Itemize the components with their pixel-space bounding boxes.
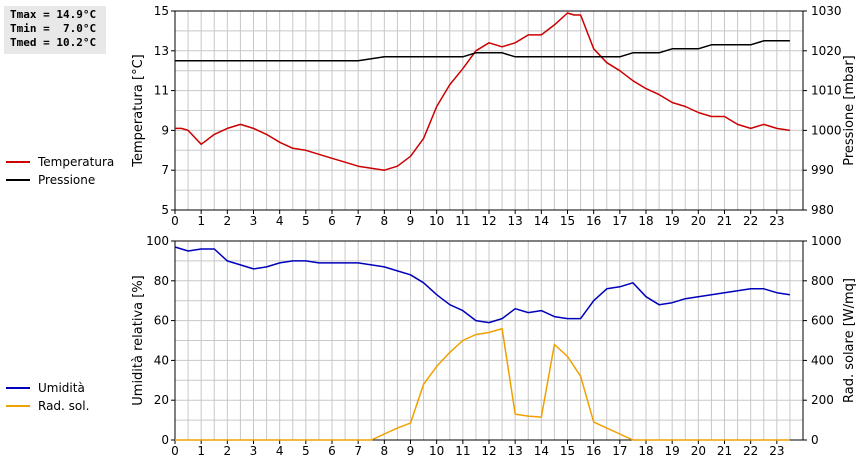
x-tick-label: 8 <box>381 214 389 228</box>
tmax-label: Tmax = 14.9°C <box>10 8 97 21</box>
x-tick-label: 14 <box>534 214 549 228</box>
y-tick-label: 80 <box>154 274 169 288</box>
x-tick-label: 22 <box>743 214 758 228</box>
y2-axis-label: Rad. solare [W/mq] <box>842 278 857 403</box>
x-tick-label: 20 <box>691 444 706 458</box>
x-tick-label: 10 <box>429 444 444 458</box>
y2-tick-label: 980 <box>811 203 834 217</box>
y-tick-label: 60 <box>154 314 169 328</box>
y2-axis-label: Pressione [mbar] <box>842 55 857 166</box>
y-tick-label: 40 <box>154 353 169 367</box>
x-tick-label: 12 <box>481 444 496 458</box>
x-tick-label: 3 <box>250 214 258 228</box>
y-tick-label: 11 <box>154 84 169 98</box>
temperature-pressure-chart: 0 1 2 3 4 5 6 7 8 9 10 11 12 13 14 15 16 17 18 19 20 21 22 2357… <box>6 4 857 228</box>
y-tick-label: 0 <box>161 433 169 447</box>
x-tick-label: 10 <box>429 214 444 228</box>
y-tick-label: 7 <box>161 163 169 177</box>
x-tick-label: 12 <box>481 214 496 228</box>
x-tick-label: 14 <box>534 444 549 458</box>
series-line-pressione <box>175 40 790 62</box>
x-tick-label: 0 <box>171 214 179 228</box>
x-tick-label: 22 <box>743 444 758 458</box>
x-tick-label: 0 <box>171 444 179 458</box>
y-tick-label: 5 <box>161 203 169 217</box>
x-tick-label: 5 <box>302 444 310 458</box>
series-line-temperatura <box>175 12 791 171</box>
x-tick-label: 19 <box>665 444 680 458</box>
x-tick-label: 21 <box>717 444 732 458</box>
x-tick-label: 23 <box>769 214 784 228</box>
x-tick-label: 15 <box>560 214 575 228</box>
x-tick-label: 19 <box>665 214 680 228</box>
y2-tick-label: 1000 <box>811 234 842 248</box>
legend-label: Umidità <box>38 381 85 395</box>
y-tick-label: 15 <box>154 4 169 18</box>
x-tick-label: 2 <box>224 214 232 228</box>
x-tick-label: 1 <box>197 444 205 458</box>
x-tick-label: 1 <box>197 214 205 228</box>
x-tick-label: 11 <box>455 444 470 458</box>
y2-tick-label: 0 <box>811 433 819 447</box>
y2-tick-label: 200 <box>811 393 834 407</box>
y2-tick-label: 1010 <box>811 84 842 98</box>
x-tick-label: 20 <box>691 214 706 228</box>
x-tick-label: 5 <box>302 214 310 228</box>
y2-tick-label: 1000 <box>811 123 842 137</box>
y2-tick-label: 600 <box>811 314 834 328</box>
x-tick-label: 23 <box>769 444 784 458</box>
x-tick-label: 9 <box>407 214 415 228</box>
series-line-umidit <box>174 246 791 324</box>
x-tick-label: 17 <box>612 214 627 228</box>
legend-label: Rad. sol. <box>38 399 89 413</box>
y-tick-label: 20 <box>154 393 169 407</box>
x-tick-label: 16 <box>586 214 601 228</box>
legend-label: Pressione <box>38 173 95 187</box>
x-tick-label: 15 <box>560 444 575 458</box>
x-tick-label: 7 <box>354 444 362 458</box>
y-tick-label: 13 <box>154 44 169 58</box>
x-tick-label: 11 <box>455 214 470 228</box>
x-tick-label: 8 <box>381 444 389 458</box>
x-tick-label: 18 <box>638 444 653 458</box>
x-tick-label: 4 <box>276 214 284 228</box>
x-tick-label: 13 <box>508 444 523 458</box>
y2-tick-label: 1020 <box>811 44 842 58</box>
legend-label: Temperatura <box>37 155 114 169</box>
y-axis-label: Umidità relativa [%] <box>131 275 146 405</box>
x-tick-label: 16 <box>586 444 601 458</box>
x-tick-label: 6 <box>328 214 336 228</box>
y2-tick-label: 400 <box>811 353 834 367</box>
y-axis-label: Temperatura [°C] <box>131 54 146 167</box>
x-tick-label: 6 <box>328 444 336 458</box>
y2-tick-label: 1030 <box>811 4 842 18</box>
x-tick-label: 4 <box>276 444 284 458</box>
y2-tick-label: 990 <box>811 163 834 177</box>
x-tick-label: 21 <box>717 214 732 228</box>
x-tick-label: 13 <box>508 214 523 228</box>
y-tick-label: 100 <box>146 234 169 248</box>
x-tick-label: 2 <box>224 444 232 458</box>
y-tick-label: 9 <box>161 123 169 137</box>
tmin-label: Tmin = 7.0°C <box>10 22 97 35</box>
x-tick-label: 7 <box>354 214 362 228</box>
series-line-rad-sol <box>175 327 790 441</box>
y2-tick-label: 800 <box>811 274 834 288</box>
tmed-label: Tmed = 10.2°C <box>10 36 97 49</box>
x-tick-label: 9 <box>407 444 415 458</box>
x-tick-label: 17 <box>612 444 627 458</box>
humidity-radiation-chart: 0 1 2 3 4 5 6 7 8 9 10 11 12 13 14 15 16 17 18 19 20 21 22 2302… <box>6 234 857 458</box>
x-tick-label: 18 <box>638 214 653 228</box>
x-tick-label: 3 <box>250 444 258 458</box>
stats-box: Tmax = 14.9°C Tmin = 7.0°C Tmed = 10.2°C <box>4 6 106 54</box>
